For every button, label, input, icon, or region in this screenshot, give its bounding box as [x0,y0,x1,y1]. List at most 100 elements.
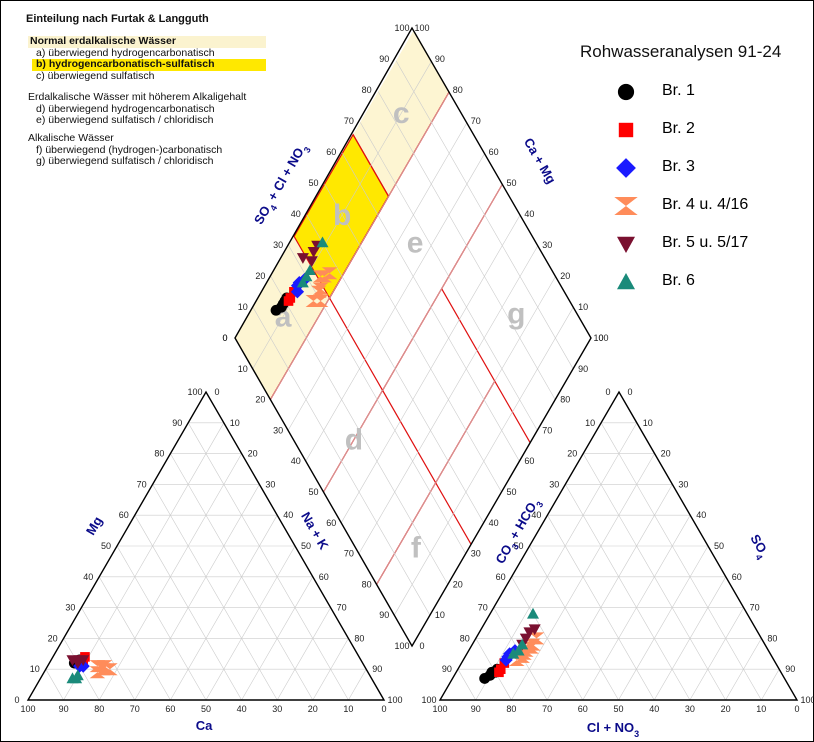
diamond-point-5-2 [316,236,329,248]
cation-triangle [26,390,386,701]
anion-right-tick-3: 30 [678,479,688,489]
diamond-tr-tick-5: 50 [506,178,516,188]
cation-right-tick-2: 20 [248,449,258,459]
diamond-tr-tick-1: 90 [435,54,445,64]
cation-left-tick-4: 40 [83,572,93,582]
cation-right-tick-1: 10 [230,418,240,428]
legend-marker-icon [617,273,635,290]
cation-grid-a-5 [116,545,207,701]
diamond-grid-u-9 [395,60,574,369]
diamond-point-5-3 [304,264,316,275]
group-1-item-a: a) überwiegend hydrogencarbonatisch [36,46,215,59]
anion-grid-a-5 [529,545,619,701]
diamond-bl-tick-3: 30 [273,425,283,435]
field-letter-d: d [345,424,363,457]
diamond-br-tick-7: 70 [542,425,552,435]
anion-right-tick-0: 0 [627,387,632,397]
diamond-tl-tick-2: 20 [255,271,265,281]
cation-bottom-tick-0: 100 [20,704,35,714]
legend-marker-icon [614,197,638,215]
group-3-title: Alkalische Wässer [28,132,114,144]
diamond-grid-v-7 [287,122,468,431]
anion-point-3-6 [516,647,532,660]
grid-lines [45,60,780,701]
axis-title-so4: SO4 [744,532,772,562]
cation-point-4-3 [66,655,79,666]
diamond-point-1-2 [283,296,294,306]
diamond-tl-tick-3: 30 [273,240,283,250]
cation-left-tick-2: 20 [48,633,58,643]
diamond-grid-u-8 [377,91,556,400]
diamond-br-tick-6: 60 [524,456,534,466]
anion-point-5-1 [512,644,525,656]
diamond-point-5-1 [300,270,313,282]
cation-grid-b-9 [348,669,367,701]
anion-bottom-tick-4: 60 [578,704,588,714]
anion-grid-b-7 [689,607,744,701]
axis-title-ca: Ca [196,718,213,733]
cation-left-tick-3: 30 [65,603,75,613]
cation-grid-a-4 [98,576,171,701]
cation-right-tick-6: 60 [319,572,329,582]
diamond-grid-u-6 [342,153,520,462]
legend-label: Br. 5 u. 5/17 [662,234,749,251]
legend-marker-5 [617,273,635,290]
legend-marker-icon [617,83,635,101]
group-2-title: Erdalkalische Wässer mit höherem Alkalig… [28,91,247,103]
legend-label: Br. 2 [662,120,695,137]
cation-right-tick-7: 70 [337,603,347,613]
cation-bottom-tick-5: 50 [201,704,211,714]
cation-point-5-2 [66,672,79,684]
legend-title: Rohwasseranalysen 91-24 [580,42,782,61]
anion-point-4-1 [519,633,532,645]
diamond-bl-tick-2: 20 [255,395,265,405]
anion-bottom-tick-10: 0 [794,704,799,714]
cation-grid-b-1 [63,422,225,701]
cation-left-tick-0: 0 [14,695,19,705]
legend-label: Br. 1 [662,82,695,99]
anion-bottom-tick-2: 80 [506,704,516,714]
tick-labels: 1000010010000100009010109090101090101080… [14,23,814,714]
cation-grid-a-1 [45,669,64,701]
legend-marker-3 [614,197,638,215]
anion-grid-b-3 [546,484,673,701]
anion-grid-a-6 [547,515,655,701]
legend-marker-icon [616,158,636,178]
legend-label: Br. 6 [662,272,695,289]
cation-right-tick-3: 30 [265,479,275,489]
diamond-outline [234,26,592,648]
cation-left-tick-8: 80 [154,449,164,459]
diamond-br-tick-2: 20 [453,579,463,589]
cation-bottom-tick-4: 60 [165,704,175,714]
anion-grid-b-9 [761,669,780,701]
cation-grid-a-8 [170,453,314,701]
diamond-tr-tick-6: 40 [524,209,534,219]
group-2-item-d: d) überwiegend hydrogencarbonatisch [36,102,215,115]
anion-grid-a-7 [565,484,691,701]
field-letter-g: g [507,297,525,330]
anion-point-1-2 [494,667,504,678]
anion-right-tick-1: 10 [643,418,653,428]
diamond-br-tick-4: 40 [489,518,499,528]
diamond-tr-tick-9: 10 [578,302,588,312]
cation-point-4-1 [77,655,90,666]
anion-left-tick-2: 80 [460,633,470,643]
diamond-tl-tick-10: 100 [394,23,409,33]
anion-point-3-5 [528,632,545,645]
cation-grid-a-7 [152,484,278,701]
cation-right-tick-8: 80 [354,633,364,643]
anion-right-tick-9: 90 [785,664,795,674]
cation-right-tick-0: 0 [214,387,219,397]
diamond-tr-tick-3: 70 [471,116,481,126]
diamond-point-4-3 [296,253,309,264]
cation-bottom-tick-3: 70 [130,704,140,714]
legend-marker-icon [618,122,634,138]
diamond-bl-tick-4: 40 [291,456,301,466]
anion-left-tick-10: 0 [605,387,610,397]
diamond-grid-v-8 [270,91,450,400]
anion-bottom-tick-8: 20 [721,704,731,714]
anion-point-0-2 [479,673,491,684]
diamond-grid-v-5 [323,183,503,493]
anion-bottom-tick-5: 50 [613,704,623,714]
anion-bottom-tick-0: 100 [432,704,447,714]
